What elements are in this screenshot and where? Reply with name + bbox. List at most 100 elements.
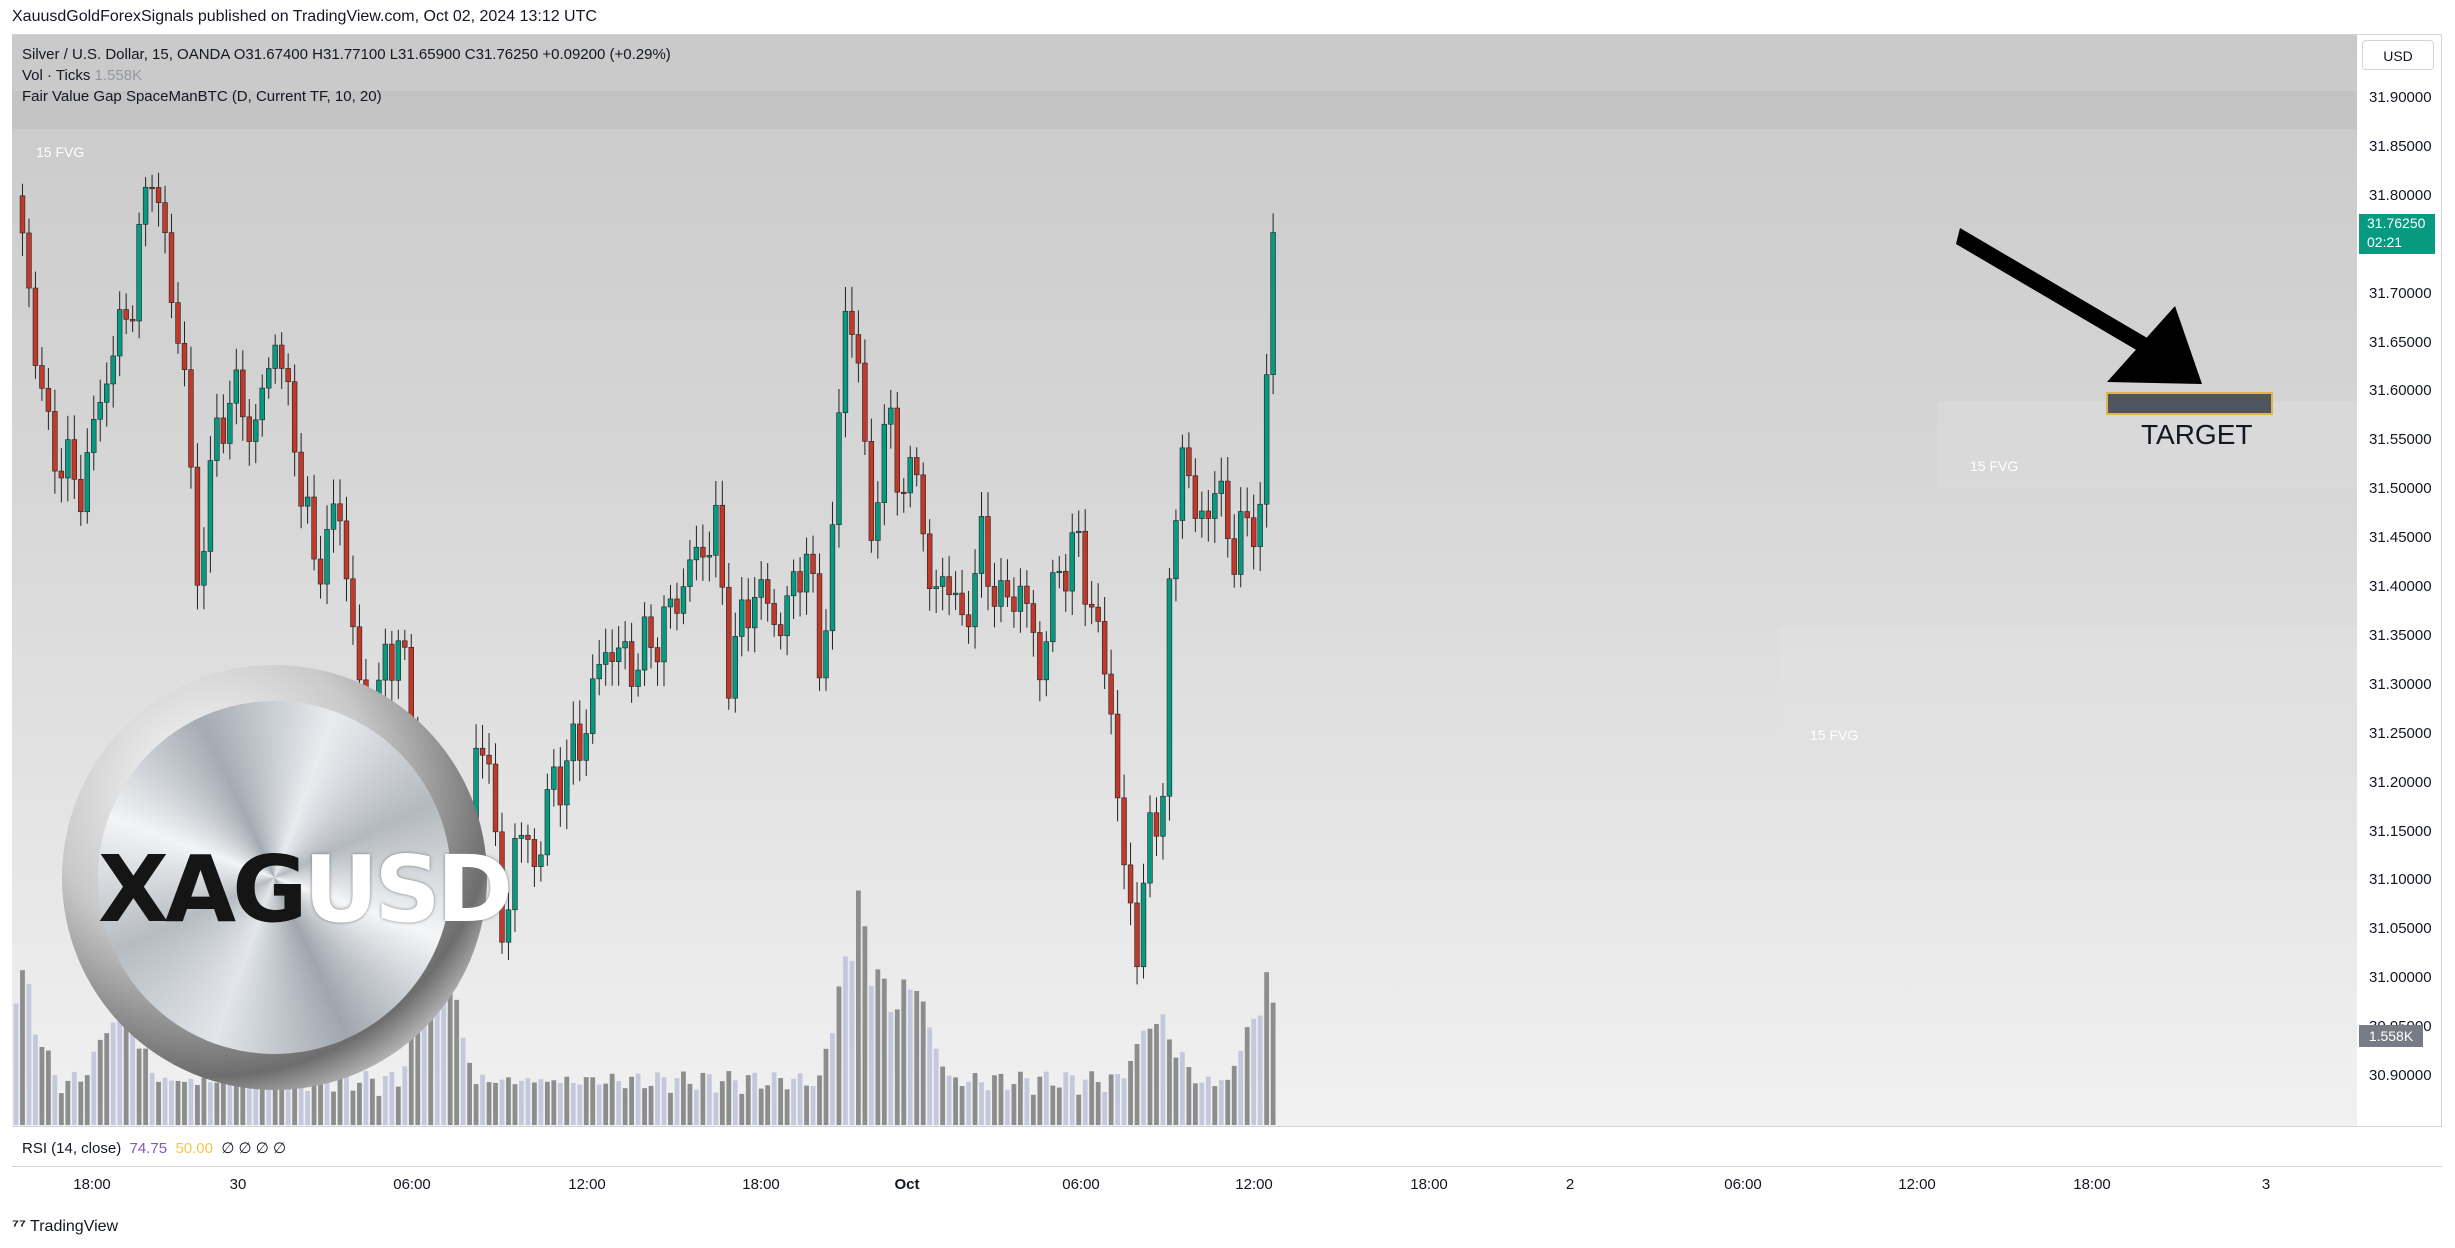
time-tick-label: 3 xyxy=(2261,1176,2271,1193)
volume-bar xyxy=(285,1087,291,1125)
candle xyxy=(181,321,188,387)
volume-bar xyxy=(765,1085,771,1125)
volume-bar xyxy=(888,1012,894,1125)
publish-header: XauusdGoldForexSignals published on Trad… xyxy=(0,0,2455,34)
candle-body xyxy=(1101,621,1108,675)
volume-bar xyxy=(415,1004,421,1125)
volume-bar xyxy=(123,1011,129,1125)
candle-body xyxy=(1212,493,1218,519)
rsi-pane[interactable]: RSI (14, close) 74.75 50.00 ∅ ∅ ∅ ∅ xyxy=(12,1126,2442,1167)
price-tick-label: 31.00000 xyxy=(2369,969,2432,987)
xagusd-logo: XAGUSD xyxy=(62,665,513,1090)
candle xyxy=(1088,581,1095,625)
candle-body xyxy=(246,416,252,442)
candle-body xyxy=(901,491,907,494)
volume-bar xyxy=(966,1081,971,1125)
volume-bar xyxy=(454,999,460,1125)
candle xyxy=(1114,689,1121,822)
candle-body xyxy=(175,302,181,344)
candle-body xyxy=(1205,510,1212,519)
candle-body xyxy=(764,579,771,604)
chart-legend: Silver / U.S. Dollar, 15, OANDA O31.6740… xyxy=(22,44,671,107)
candle-body xyxy=(758,579,764,598)
volume-bar xyxy=(946,1075,952,1125)
candle-body xyxy=(1134,902,1140,968)
candle xyxy=(615,625,622,686)
candle-body xyxy=(985,516,991,587)
candle-body xyxy=(680,586,687,614)
volume-bar xyxy=(519,1080,524,1125)
candle xyxy=(752,577,758,653)
candle xyxy=(648,604,654,669)
candle-body xyxy=(544,789,551,856)
volume-bar xyxy=(1264,972,1270,1125)
candle-body xyxy=(1121,797,1127,866)
candle-body xyxy=(1153,812,1160,837)
target-rectangle[interactable] xyxy=(2106,392,2273,415)
candle xyxy=(1140,863,1147,979)
chart-plot-area[interactable]: Silver / U.S. Dollar, 15, OANDA O31.6740… xyxy=(12,35,2357,1126)
volume-bar xyxy=(668,1092,673,1125)
volume-bar xyxy=(266,1078,272,1125)
candle-body xyxy=(389,643,395,681)
indicator-label: Fair Value Gap SpaceManBTC (D, Current T… xyxy=(22,88,382,105)
volume-legend[interactable]: Vol · Ticks 1.558K xyxy=(22,65,671,86)
currency-button[interactable]: USD xyxy=(2362,40,2434,70)
candle xyxy=(667,584,674,629)
candle xyxy=(194,443,201,610)
volume-bar xyxy=(674,1078,680,1125)
candle-body xyxy=(1250,517,1257,547)
volume-bar xyxy=(583,1077,589,1125)
volume-bar xyxy=(1180,1052,1185,1125)
volume-bar xyxy=(953,1077,958,1125)
volume-bar xyxy=(46,1050,51,1125)
volume-bar xyxy=(914,990,920,1125)
price-tick-label: 31.10000 xyxy=(2369,871,2432,889)
candle-body xyxy=(1231,538,1237,575)
volume-bar xyxy=(694,1089,699,1125)
candle xyxy=(1263,353,1270,528)
publish-info: XauusdGoldForexSignals published on Trad… xyxy=(12,8,597,25)
candle xyxy=(207,436,214,573)
volume-bar xyxy=(389,1072,395,1125)
volume-bar xyxy=(169,1080,174,1125)
candle xyxy=(920,462,926,552)
candle xyxy=(324,505,330,605)
candle-body xyxy=(1244,511,1250,519)
volume-bar xyxy=(1089,1071,1095,1125)
price-axis[interactable]: 31.9000031.8500031.8000031.7500031.70000… xyxy=(2357,35,2442,1126)
candle-body xyxy=(162,202,168,233)
volume-bar xyxy=(907,989,913,1125)
candle xyxy=(758,561,764,620)
footer-brand[interactable]: ⁷⁷ TradingView xyxy=(12,1216,118,1236)
candle xyxy=(693,525,700,581)
volume-bar xyxy=(117,1008,123,1125)
volume-bar xyxy=(1270,1002,1276,1125)
time-axis[interactable]: 18:00 30 06:00 12:00 18:00 Oct 06:00 12:00 18:00… xyxy=(12,1166,2442,1203)
candle xyxy=(557,747,564,827)
candle-body xyxy=(142,186,149,225)
candle xyxy=(926,519,933,611)
volume-bar xyxy=(1011,1083,1017,1125)
volume-bar xyxy=(1069,1075,1075,1125)
candle xyxy=(914,447,920,487)
volume-bar xyxy=(428,952,434,1125)
volume-bar xyxy=(1147,1028,1153,1125)
candle xyxy=(933,569,939,613)
volume-bar xyxy=(817,1075,822,1125)
time-tick-label: 30 xyxy=(229,1176,247,1193)
indicator-legend[interactable]: Fair Value Gap SpaceManBTC (D, Current T… xyxy=(22,86,671,107)
candle-body xyxy=(583,733,589,761)
candle xyxy=(1238,487,1244,588)
volume-bar xyxy=(58,1093,64,1125)
candle-body xyxy=(1056,570,1062,574)
candle-body xyxy=(894,407,900,493)
candle xyxy=(499,812,505,954)
symbol-legend[interactable]: Silver / U.S. Dollar, 15, OANDA O31.6740… xyxy=(22,44,671,65)
candle-body xyxy=(116,309,123,357)
candle-body xyxy=(71,439,78,480)
candlestick-chart[interactable] xyxy=(12,35,2357,1126)
candle xyxy=(531,828,538,887)
rsi-legend: RSI (14, close) 74.75 50.00 ∅ ∅ ∅ ∅ xyxy=(22,1139,286,1157)
volume-bar xyxy=(830,1033,835,1125)
